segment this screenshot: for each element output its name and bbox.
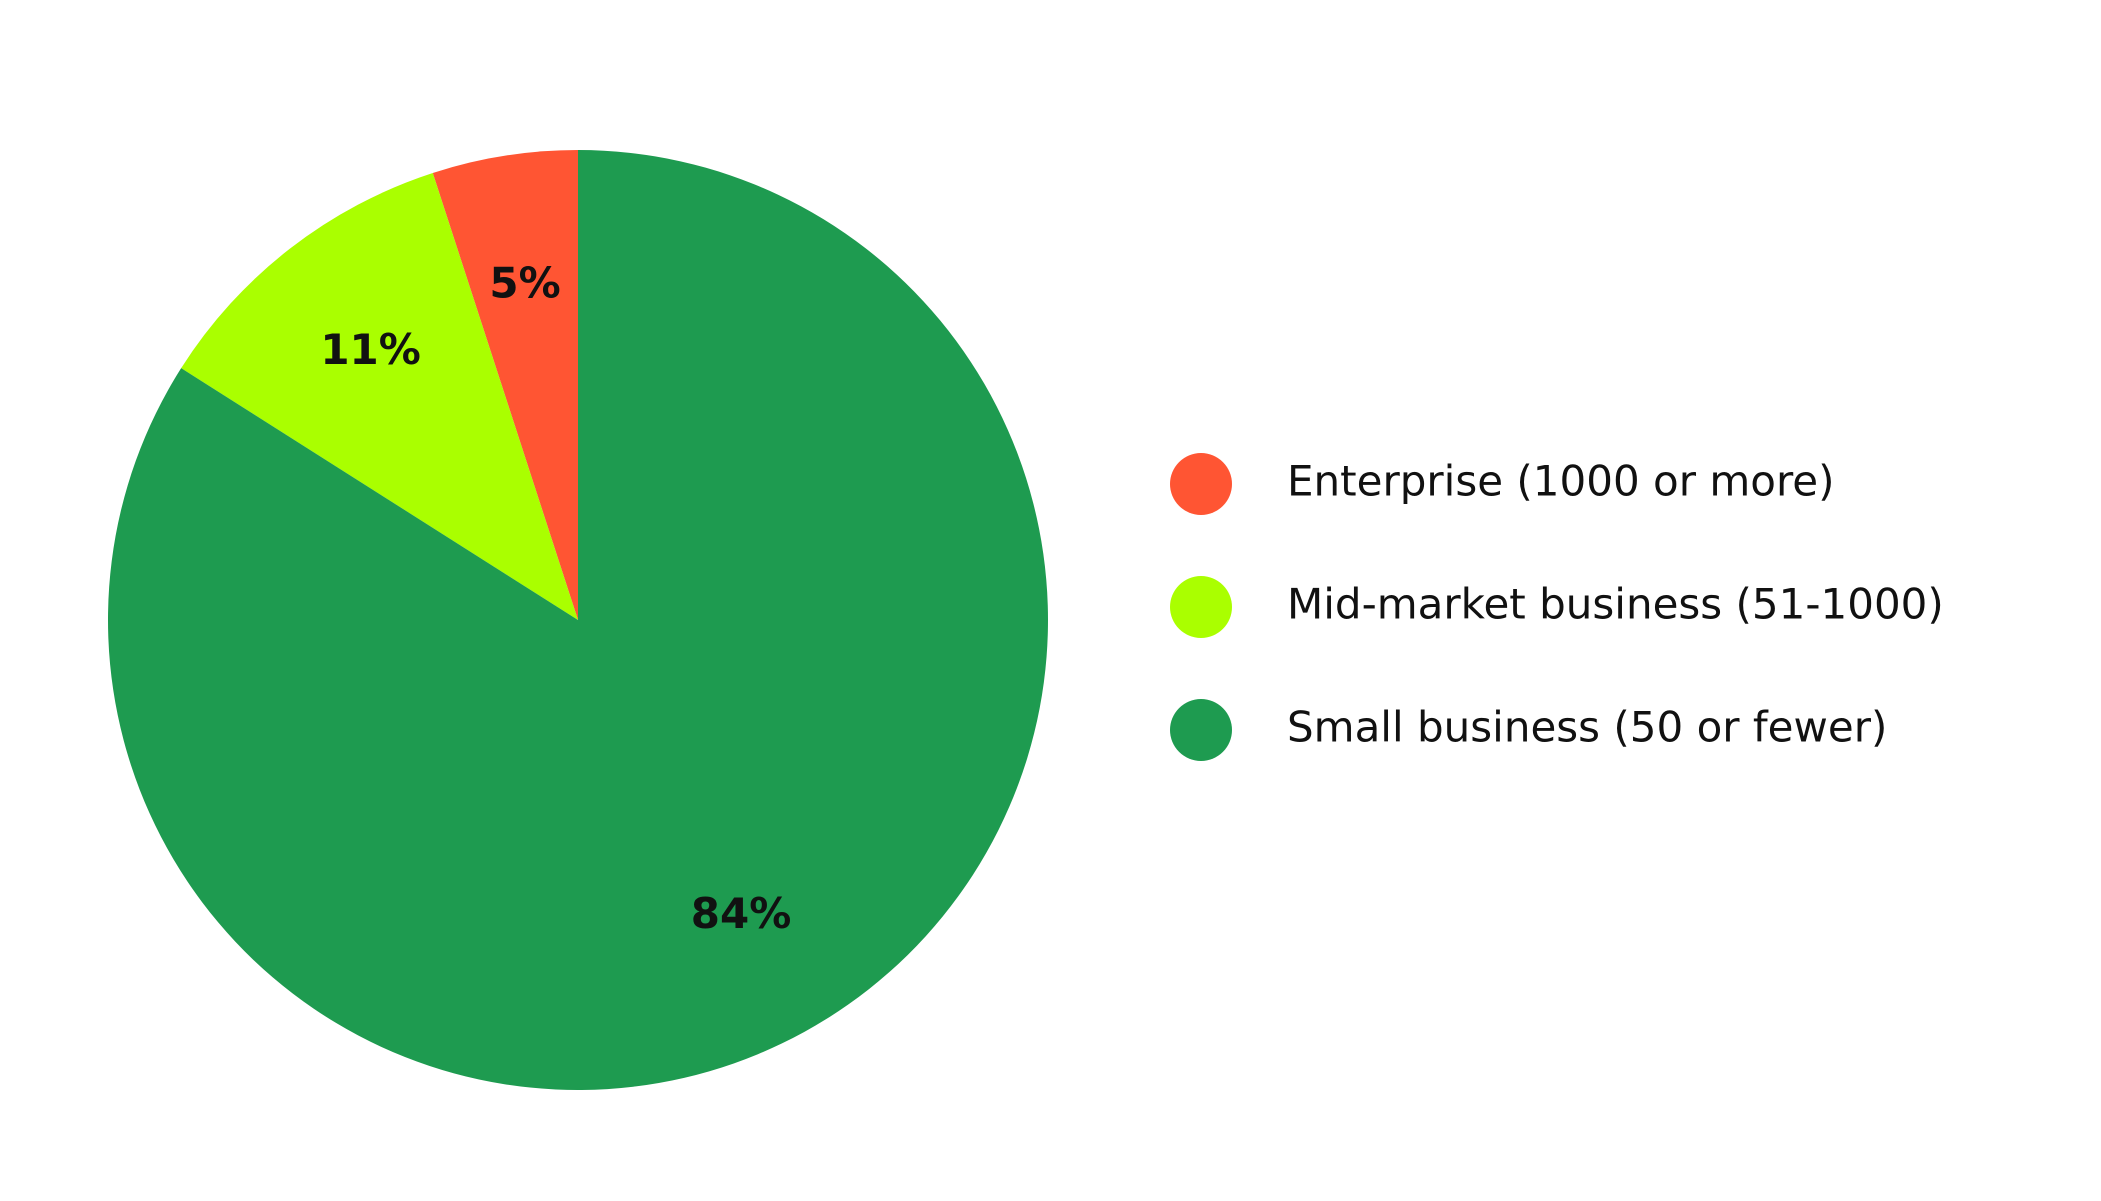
legend-swatch: [1170, 699, 1232, 761]
pie-slice: [432, 150, 578, 620]
legend-swatch: [1170, 453, 1232, 515]
slice-label: 84%: [691, 889, 792, 938]
legend-swatch: [1170, 576, 1232, 638]
slice-label: 5%: [489, 258, 560, 307]
slice-label: 11%: [320, 325, 421, 374]
pie-slice: [108, 150, 1048, 1090]
legend-label: Enterprise (1000 or more): [1287, 457, 1835, 506]
legend-label: Small business (50 or fewer): [1287, 703, 1887, 752]
legend-label: Mid-market business (51-1000): [1287, 580, 1944, 629]
pie-slice: [181, 173, 578, 621]
